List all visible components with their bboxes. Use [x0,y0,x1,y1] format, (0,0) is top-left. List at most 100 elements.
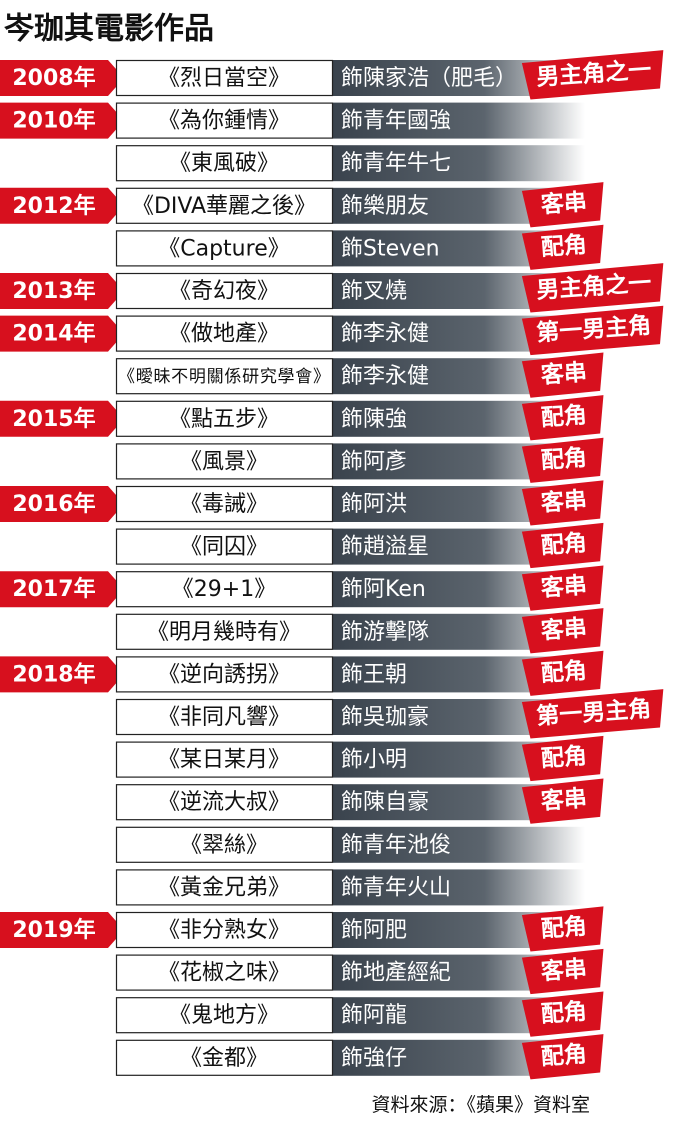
tag: 客串 [540,572,588,602]
film-cell [115,656,334,693]
film: 《鬼地方》 [169,1003,279,1028]
year: 2014年 [12,321,95,347]
film-cell [115,613,334,650]
film-cell [115,443,334,480]
role: 飾陳家浩（肥毛） [341,66,517,91]
role: 飾地產經紀 [341,961,451,986]
role: 飾阿龍 [341,1003,407,1028]
tag-group: 客串 [521,608,604,654]
film: 《DIVA華麗之後》 [132,194,316,219]
tag-group: 客串 [521,182,604,228]
film-cell [115,315,334,352]
tag: 客串 [540,359,588,389]
film: 《某日某月》 [158,748,290,773]
tag-badge [521,352,604,398]
year: 2019年 [12,917,95,943]
year: 2010年 [12,108,95,134]
tag: 配角 [540,913,588,943]
tag-badge [521,395,604,441]
tag: 配角 [540,742,588,772]
role: 飾阿彥 [341,449,407,474]
role: 飾青年池俊 [341,833,451,858]
tag: 客串 [540,955,588,985]
year-badge [0,60,124,96]
film: 《逆向誘拐》 [158,662,290,687]
film-cell [115,826,334,863]
role: 飾陳強 [341,407,407,432]
film: 《風景》 [180,449,268,474]
tag-group: 配角 [521,906,604,952]
tag-group: 第一男主角 [521,689,664,739]
role: 飾強仔 [341,1046,407,1071]
role-cell [333,869,585,906]
role: 飾青年國強 [341,109,451,134]
tag-group: 客串 [521,565,604,611]
tag-badge [521,991,604,1037]
film: 《非分熟女》 [158,918,290,943]
year-badge [0,315,124,352]
film-cell [115,400,334,437]
year-badge [0,273,124,309]
role: 飾陳自豪 [341,790,429,815]
role: 飾阿Ken [341,577,426,602]
role: 飾阿肥 [341,918,407,943]
tag-badge [521,522,604,569]
role: 飾阿洪 [341,492,407,517]
year: 2016年 [12,491,95,517]
role: 飾青年牛七 [341,151,451,176]
film: 《翠絲》 [180,833,268,858]
tag-group: 配角 [521,395,604,441]
year: 2013年 [12,278,95,304]
role: 飾李永健 [341,364,429,389]
film: 《逆流大叔》 [158,790,290,815]
tag-badge [521,650,604,696]
film-cell [115,59,334,97]
year-badge [0,486,124,522]
tag-group: 客串 [521,352,604,398]
film-cell [115,698,334,736]
year-badge [0,187,124,224]
tag-group: 第一男主角 [521,305,664,356]
tag: 客串 [540,188,588,218]
role: 飾游擊隊 [341,620,429,645]
tag-badge [521,182,604,228]
tag: 配角 [540,444,588,474]
film: 《為你鍾情》 [158,109,290,134]
year-badge [0,656,124,693]
year: 2008年 [12,65,95,91]
tag-group: 客串 [521,480,604,526]
year-badge [0,571,124,608]
year-badge [0,102,124,139]
film: 《同囚》 [180,535,268,560]
year-badge [0,912,124,948]
film-cell [115,358,334,395]
film: 《29+1》 [172,577,276,602]
film: 《點五步》 [169,407,279,432]
film: 《做地產》 [169,322,279,347]
tag-group: 配角 [521,224,604,270]
tag-group: 配角 [521,735,604,782]
role: 飾吳珈豪 [341,705,429,730]
tag: 配角 [540,401,588,431]
tag-group: 客串 [521,948,604,995]
film: 《東風破》 [169,151,279,176]
role: 飾青年火山 [341,875,451,900]
film: 《明月幾時有》 [147,620,301,645]
film: 《Capture》 [158,236,289,261]
role-cell [333,145,585,182]
tag: 客串 [540,487,588,517]
film: 《花椒之味》 [158,961,290,986]
film-cell [115,741,334,778]
year: 2012年 [12,193,95,219]
role: 飾小明 [341,748,407,773]
tag-badge [521,224,604,270]
film-cell [115,145,334,182]
tag-badge [521,263,664,313]
film: 《非同凡響》 [158,705,290,730]
role-cell [333,826,585,863]
film: 《毒誡》 [180,492,268,517]
film-cell [115,1039,334,1076]
film-cell [115,187,334,224]
tag-badge [521,608,604,654]
role: 飾樂朋友 [341,194,429,219]
